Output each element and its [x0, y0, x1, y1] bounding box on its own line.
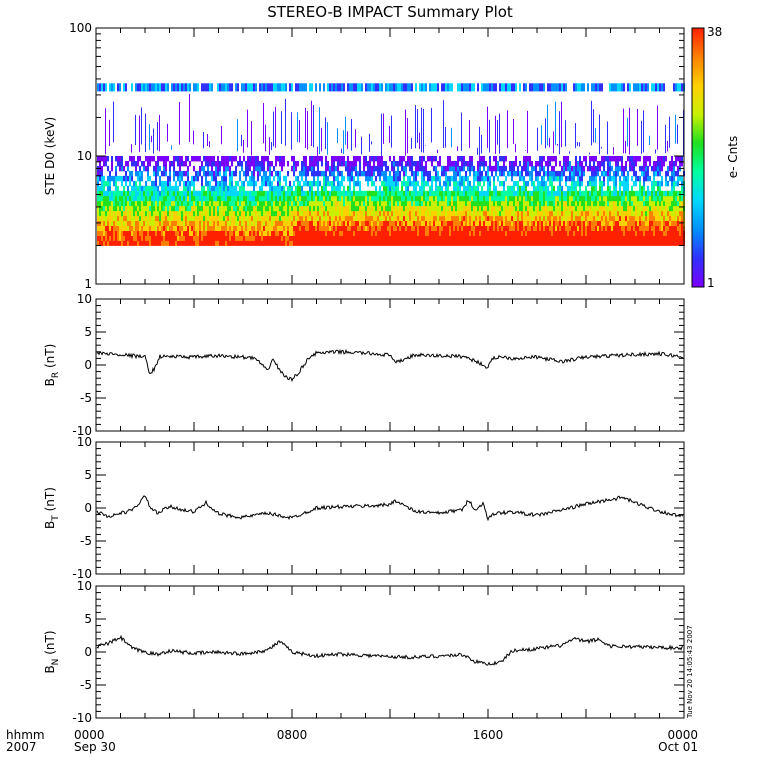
panel-y-label: BT (nT) — [43, 487, 61, 529]
series-BN-line — [96, 634, 684, 666]
y-tick-label: 0 — [84, 358, 92, 372]
x-tick-date-label: Sep 30 — [74, 740, 116, 754]
y-tick-label: -5 — [80, 534, 92, 548]
y-tick-label: 5 — [84, 468, 92, 482]
spectrogram-y-tick-label: 10 — [77, 149, 92, 163]
panel-BN: -10 -5 0 5 10 BN (nT) — [43, 579, 685, 725]
colorbar-min-label: 1 — [707, 276, 715, 290]
series-BR-line — [96, 348, 684, 383]
footer-row2-label: 2007 — [6, 740, 37, 754]
colorbar-max-label: 38 — [707, 25, 722, 39]
y-tick-label: 0 — [84, 501, 92, 515]
spectrogram-y-tick-label: 100 — [69, 21, 92, 35]
panel-frame — [95, 298, 685, 432]
y-tick-label: -10 — [72, 424, 92, 438]
spectrogram-image — [97, 83, 685, 246]
magnetic-field-panels: -10 -5 0 5 10 BR (nT) -10 -5 0 5 10 BT (nT) -10 -5 0 5 1… — [43, 292, 685, 725]
colorbar-scale — [691, 27, 705, 288]
y-tick-label: 10 — [77, 435, 92, 449]
x-tick-date-label: Oct 01 — [658, 740, 698, 754]
plot-title: STEREO-B IMPACT Summary Plot — [267, 3, 513, 21]
y-tick-label: 5 — [84, 325, 92, 339]
spectrogram-panel: 1 10 100 STE D0 (keV) — [43, 21, 685, 291]
y-tick-label: -5 — [80, 391, 92, 405]
series-BT-line — [96, 495, 684, 522]
y-tick-label: -10 — [72, 567, 92, 581]
panel-y-label: BR (nT) — [43, 344, 61, 387]
x-tick-label: 0800 — [277, 728, 308, 742]
y-tick-label: 5 — [84, 612, 92, 626]
panel-BT: -10 -5 0 5 10 BT (nT) — [43, 435, 685, 581]
panel-y-label: BN (nT) — [43, 630, 61, 673]
x-tick-label: 0000 — [74, 728, 105, 742]
y-tick-label: -5 — [80, 678, 92, 692]
y-tick-label: 10 — [77, 579, 92, 593]
y-tick-label: -10 — [72, 711, 92, 725]
colorbar-title: e- Cnts — [726, 136, 740, 178]
panel-BR: -10 -5 0 5 10 BR (nT) — [43, 292, 685, 438]
x-tick-label: 0000 — [667, 728, 698, 742]
spectrogram-y-label: STE D0 (keV) — [43, 117, 57, 196]
spectrogram-y-tick-label: 1 — [84, 277, 92, 291]
timestamp-label: Tue Nov 20 14:05:43 2007 — [686, 625, 694, 719]
x-tick-label: 1600 — [473, 728, 504, 742]
y-tick-label: 0 — [84, 645, 92, 659]
colorbar: 38 1 e- Cnts — [691, 25, 740, 290]
y-tick-label: 10 — [77, 292, 92, 306]
panel-frame — [95, 441, 685, 575]
footer-row1-label: hhmm — [6, 728, 45, 742]
